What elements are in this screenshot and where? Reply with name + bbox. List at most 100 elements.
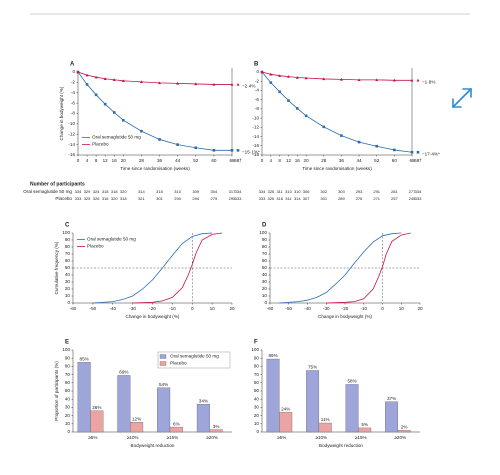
x-tick-label: -60 (70, 306, 77, 311)
point (121, 79, 125, 83)
participant-count: 302 (320, 189, 327, 194)
table-title: Number of participants (30, 181, 85, 187)
x-tick-label: 12 (103, 158, 109, 163)
y-tick-label: 60 (254, 380, 260, 385)
row-label: Oral semaglutide 50 mg (23, 189, 72, 194)
panel-label: A (70, 62, 75, 68)
point (212, 149, 216, 152)
legend-label: Oral semaglutide 50 mg (92, 135, 141, 140)
x-tick-label: 8 (95, 158, 98, 163)
participant-count: 310 (174, 189, 181, 194)
x-axis-label: Time since randomisation (weeks) (120, 166, 190, 171)
x-tick-label: 4 (270, 158, 273, 163)
value-label: 26% (92, 405, 101, 410)
legend-swatch (159, 354, 167, 359)
point (322, 77, 326, 81)
end-label: −1·8% (422, 80, 435, 85)
series-line (77, 71, 232, 151)
y-tick-label: 100 (62, 230, 70, 235)
y-tick-label: 0 (264, 300, 267, 305)
y-tick-label: 60 (65, 380, 71, 385)
expand-icon[interactable] (452, 88, 472, 108)
participant-count: 321 (138, 196, 145, 201)
bar (345, 384, 359, 433)
participant-count: 334 (75, 189, 82, 194)
participant-count: 294 (192, 196, 199, 201)
participant-count: 257 (391, 196, 398, 201)
y-tick-label: 10 (65, 293, 71, 298)
series-line (77, 71, 232, 85)
x-tick-label: 10 (399, 306, 405, 311)
value-label: 37% (387, 396, 396, 401)
participant-count: 310 (294, 189, 301, 194)
y-tick-label: 100 (259, 230, 267, 235)
panel-label: F (254, 340, 258, 346)
series-line (279, 232, 402, 304)
x-tick-label: ≥5% (277, 435, 286, 440)
x-tick-label: 28 (139, 158, 145, 163)
point (375, 144, 379, 148)
y-tick-label: -2 (71, 80, 76, 85)
x-tick-label: 36 (157, 158, 163, 163)
participant-count: 316 (102, 196, 109, 201)
point (278, 90, 281, 94)
y-tick-label: 70 (254, 372, 260, 377)
participant-count: 281 (391, 189, 398, 194)
legend-label: Placebo (170, 361, 187, 366)
participant-count: 333 (259, 196, 266, 201)
participant-count: 318 (102, 189, 109, 194)
point (339, 77, 343, 81)
x-axis-label: Bodyweight reduction (319, 443, 363, 448)
point (260, 70, 264, 74)
participant-count: 289 (338, 196, 345, 201)
x-tick-label: 68† (414, 158, 422, 163)
y-tick-label: 70 (65, 372, 71, 377)
y-tick-label: -14 (68, 142, 75, 147)
series-line (92, 232, 213, 304)
bar (196, 403, 210, 433)
x-tick-label: -10 (169, 306, 176, 311)
end-label: −17·4%* (422, 151, 440, 156)
point (375, 78, 379, 82)
participant-count: 304 (211, 189, 218, 194)
value-label: 6% (173, 421, 180, 426)
x-tick-label: 60 (211, 158, 217, 163)
participant-count: 325 (267, 189, 274, 194)
y-tick-label: 40 (262, 272, 268, 277)
x-tick-label: 20 (121, 158, 127, 163)
point (286, 75, 290, 78)
bar (157, 387, 171, 433)
x-tick-label: ≥15% (167, 435, 179, 440)
end-point (236, 149, 240, 152)
participant-count: 333 (75, 196, 82, 201)
y-tick-label: 0 (256, 69, 259, 74)
value-label: 69% (119, 370, 128, 375)
point (158, 138, 161, 141)
point (278, 74, 282, 77)
bar (169, 426, 183, 433)
y-tick-label: 0 (67, 429, 70, 434)
participant-count: 315 (156, 189, 163, 194)
series-line (132, 232, 223, 304)
y-tick-label: -8 (71, 111, 76, 116)
participant-count: 334 (235, 189, 242, 194)
y-tick-label: 90 (254, 355, 260, 360)
x-tick-label: ≥10% (127, 435, 139, 440)
y-tick-label: 20 (65, 286, 71, 291)
y-tick-label: 30 (65, 279, 71, 284)
bar (117, 375, 131, 433)
point (212, 82, 216, 86)
point (103, 102, 107, 106)
x-tick-label: -20 (342, 306, 349, 311)
x-tick-label: 28 (321, 158, 327, 163)
y-tick-label: 0 (72, 69, 75, 74)
x-tick-label: 0 (77, 158, 80, 163)
participant-count: 329 (84, 189, 91, 194)
series-line (261, 71, 413, 153)
point (357, 140, 361, 144)
x-tick-label: -30 (129, 306, 136, 311)
participant-count: 295 (229, 196, 236, 201)
y-tick-label: 80 (262, 244, 268, 249)
y-tick-label: 30 (65, 405, 71, 410)
bar (77, 362, 91, 433)
